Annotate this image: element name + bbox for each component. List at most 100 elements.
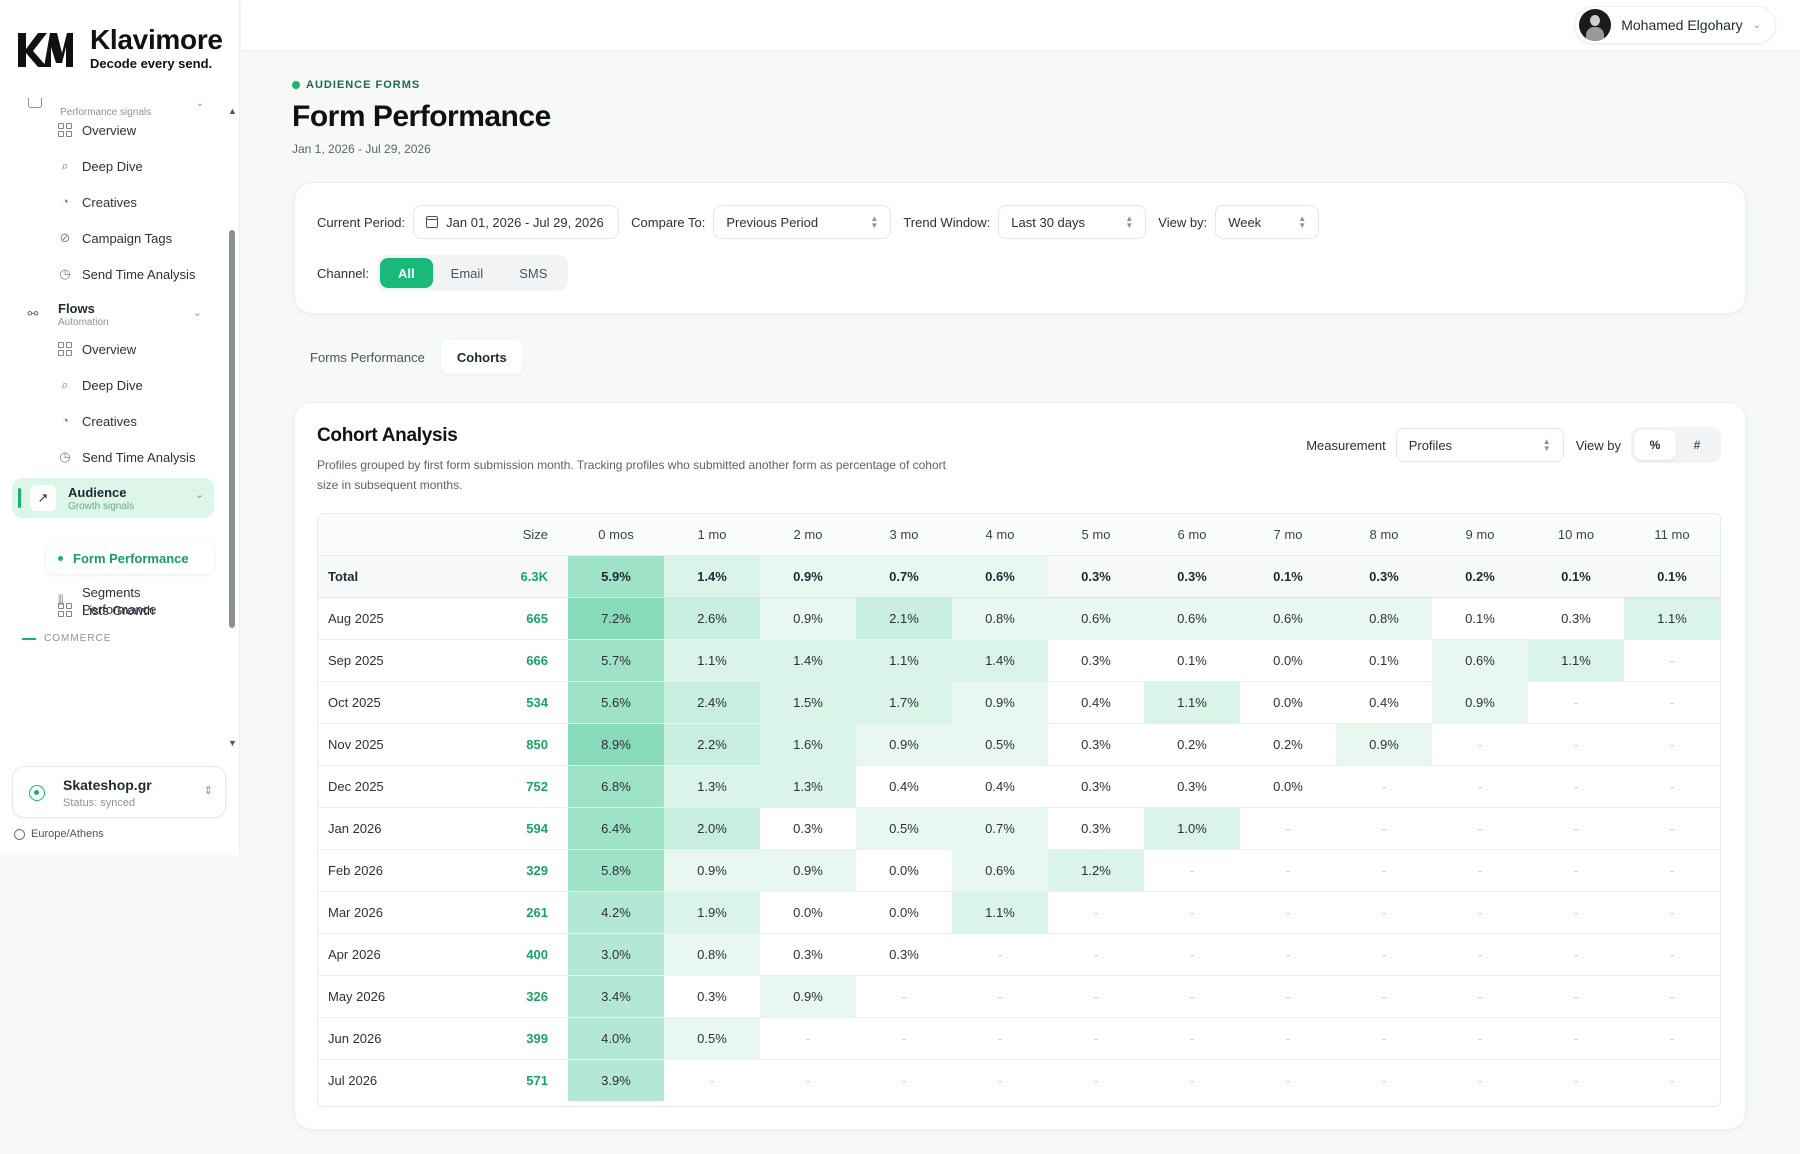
- table-header-month: 7 mo: [1240, 514, 1336, 556]
- cohort-cell-empty: -: [1144, 891, 1240, 934]
- scroll-up-arrow-icon[interactable]: ▲: [228, 106, 237, 116]
- cohort-cell-empty: -: [1624, 765, 1720, 808]
- sidebar-item-campaign-overview[interactable]: Overview: [58, 116, 136, 144]
- cohort-label: Jun 2026: [318, 1017, 464, 1060]
- scroll-down-arrow-icon[interactable]: ▼: [228, 738, 237, 748]
- sidebar-item-flow-deep-dive[interactable]: ⌕ Deep Dive: [58, 371, 142, 399]
- cohort-label: Aug 2025: [318, 597, 464, 640]
- cohort-cell: 0.0%: [1240, 639, 1336, 682]
- cohort-cell-empty: -: [1528, 807, 1624, 850]
- cohort-cell-empty: -: [1240, 975, 1336, 1018]
- view-percent-button[interactable]: %: [1634, 430, 1676, 460]
- current-period-picker[interactable]: Jan 01, 2026 - Jul 29, 2026: [413, 205, 620, 239]
- cohort-title: Cohort Analysis: [317, 425, 458, 446]
- channel-sms-button[interactable]: SMS: [519, 265, 548, 281]
- palette-icon: ◔: [61, 194, 69, 209]
- cohort-size: 400: [464, 933, 568, 976]
- table-row: Jul 2026 571 3.9% - - - - - - - - - - -: [318, 1059, 1720, 1101]
- cohort-cell: 0.8%: [952, 597, 1048, 640]
- compare-to-select[interactable]: Previous Period ▲ ▼: [713, 205, 892, 239]
- km-logo-icon: [18, 32, 73, 67]
- sidebar-group-audience[interactable]: ↗ Audience Growth signals ⌄: [12, 478, 214, 518]
- chevron-updown-icon: ▲ ▼: [1125, 214, 1134, 230]
- cohort-cell-empty: -: [1144, 975, 1240, 1018]
- cohort-cell: 0.0%: [856, 891, 952, 934]
- cohort-cell-empty: -: [1285, 1072, 1291, 1088]
- active-dot-icon: [58, 555, 63, 561]
- view-count-button[interactable]: #: [1693, 438, 1701, 452]
- chevron-down-icon: ⌄: [195, 98, 204, 109]
- cohort-cell: 5.6%: [568, 681, 664, 724]
- globe-icon: [14, 828, 25, 840]
- table-row: Jan 2026 594 6.4% 2.0% 0.3% 0.5% 0.7% 0.3% 1.0% -…: [318, 807, 1720, 850]
- view-by-select[interactable]: Week ▲ ▼: [1215, 205, 1320, 239]
- cohort-label: Mar 2026: [318, 891, 464, 934]
- channel-all-button[interactable]: All: [380, 258, 433, 288]
- cohort-label: Dec 2025: [318, 765, 464, 808]
- timezone-label: Europe/Athens: [31, 828, 104, 840]
- sidebar-item-label: Segments: [82, 585, 141, 600]
- chevron-updown-icon: ⇕: [203, 785, 213, 797]
- table-row: Sep 2025 666 5.7% 1.1% 1.4% 1.1% 1.4% 0.3% 0.1% 0…: [318, 639, 1720, 682]
- channel-email-button[interactable]: Email: [450, 265, 484, 281]
- sidebar-item-campaign-creatives[interactable]: ◔ Creatives: [58, 188, 137, 216]
- sidebar-item-segments-performance[interactable]: ⫼ Segments Performance: [58, 584, 156, 618]
- chevron-updown-icon: ▲ ▼: [870, 214, 879, 230]
- cohort-cell: 7.2%: [568, 597, 664, 640]
- cohort-cell: 6.4%: [568, 807, 664, 850]
- sidebar-group-flows[interactable]: ⚯ Flows Automation ⌄: [22, 296, 212, 332]
- store-switcher[interactable]: Skateshop.gr Status: synced ⇕: [12, 766, 226, 818]
- cohort-cell: 1.1%: [952, 891, 1048, 934]
- cohort-cell: 5.7%: [568, 639, 664, 682]
- cohort-cell: 3.9%: [568, 1059, 664, 1101]
- sidebar-item-lists-growth[interactable]: Lists Growth: [58, 596, 154, 624]
- cohort-cell-empty: -: [1432, 891, 1528, 934]
- tag-icon: ⊘: [59, 230, 71, 245]
- cohort-size: 399: [464, 1017, 568, 1060]
- cohort-cell-empty: -: [1432, 807, 1528, 850]
- sidebar-item-form-performance[interactable]: Form Performance: [46, 542, 214, 574]
- cohort-cell-empty: -: [1624, 807, 1720, 850]
- table-row: Mar 2026 261 4.2% 1.9% 0.0% 0.0% 1.1% - - - - - - -: [318, 891, 1720, 934]
- tab-cohorts[interactable]: Cohorts: [440, 340, 523, 374]
- store-status-icon: [29, 785, 45, 801]
- sidebar-item-flow-send-time[interactable]: ◷ Send Time Analysis: [58, 443, 195, 471]
- grid-icon: [58, 123, 72, 137]
- flow-icon: ⚯: [27, 306, 39, 321]
- cohort-cell-empty: -: [1432, 765, 1528, 808]
- compare-to-value: Previous Period: [726, 214, 819, 230]
- channel-label: Channel:: [317, 265, 370, 281]
- cohort-cell-empty: -: [1624, 933, 1720, 976]
- view-by-value: Week: [1228, 214, 1262, 230]
- cohort-cell: 0.5%: [952, 723, 1048, 766]
- brand-logo[interactable]: Klavimore Decode every send.: [16, 26, 223, 71]
- cohort-cell-empty: -: [1048, 1017, 1144, 1060]
- inbox-icon: [28, 98, 42, 108]
- group-label: Audience: [68, 484, 127, 500]
- sidebar-scrollbar[interactable]: [229, 230, 235, 628]
- cohort-cell-empty: -: [856, 1017, 952, 1060]
- grid-icon: [58, 603, 72, 617]
- tab-forms-performance[interactable]: Forms Performance: [310, 349, 425, 365]
- cohort-cell: 0.9%: [856, 723, 952, 766]
- sidebar-item-campaign-deep-dive[interactable]: ⌕ Deep Dive: [58, 152, 142, 180]
- cohort-cell: 1.1%: [1144, 681, 1240, 724]
- sidebar-group-campaigns[interactable]: Performance signals ⌄: [24, 92, 204, 120]
- cohort-cell-empty: -: [1144, 1017, 1240, 1060]
- user-menu[interactable]: Mohamed Elgohary ⌄: [1574, 6, 1776, 44]
- cohort-cell-empty: -: [952, 933, 1048, 976]
- trend-window-select[interactable]: Last 30 days ▲ ▼: [998, 205, 1147, 239]
- table-header-month: 11 mo: [1624, 514, 1720, 556]
- cohort-cell: 0.4%: [856, 765, 952, 808]
- sidebar-item-flow-creatives[interactable]: ◔ Creatives: [58, 407, 137, 435]
- group-subtitle: Growth signals: [68, 500, 135, 512]
- measurement-select[interactable]: Profiles ▲ ▼: [1395, 428, 1564, 462]
- sidebar-item-flow-overview[interactable]: Overview: [58, 335, 136, 363]
- brand-name: Klavimore: [90, 24, 223, 55]
- table-row-total: Total 6.3K 5.9% 1.4% 0.9% 0.7% 0.6% 0.3% 0.3% 0.1…: [318, 555, 1720, 598]
- calendar-icon: [426, 216, 439, 228]
- sidebar-item-campaign-send-time[interactable]: ◷ Send Time Analysis: [58, 260, 195, 288]
- sidebar-item-label: Overview: [82, 341, 137, 357]
- sidebar-item-campaign-tags[interactable]: ⊘ Campaign Tags: [58, 224, 173, 252]
- cohort-cell: 0.4%: [952, 765, 1048, 808]
